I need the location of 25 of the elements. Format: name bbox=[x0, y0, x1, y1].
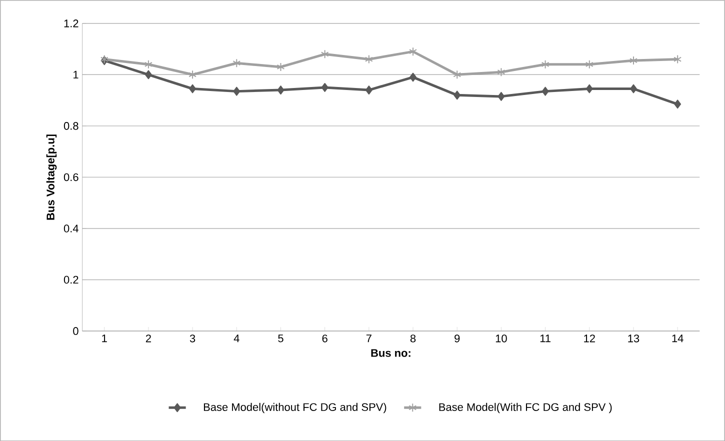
x-tick-label: 4 bbox=[234, 334, 240, 342]
x-axis-title: Bus no: bbox=[371, 349, 410, 357]
y-tick-label: 0.2 bbox=[64, 276, 78, 284]
x-tick-label: 3 bbox=[190, 334, 196, 342]
y-tick-label: 0.4 bbox=[64, 224, 78, 232]
x-tick-label: 10 bbox=[496, 334, 507, 342]
x-tick-label: 13 bbox=[628, 334, 640, 342]
legend-label: Base Model(With FC DG and SPV ) bbox=[439, 402, 612, 413]
x-tick-label: 8 bbox=[410, 334, 416, 342]
x-tick-label: 14 bbox=[672, 334, 684, 342]
y-tick-label: 1.2 bbox=[64, 19, 78, 28]
x-tick-label: 1 bbox=[102, 334, 107, 342]
x-tick-label: 11 bbox=[540, 334, 550, 342]
y-axis-title: Bus Voltage[p.u] bbox=[46, 134, 57, 220]
x-tick-label: 6 bbox=[322, 334, 328, 342]
x-tick-label: 2 bbox=[146, 334, 151, 342]
y-tick-label: 0.8 bbox=[64, 122, 78, 130]
y-tick-label: 0.6 bbox=[64, 173, 78, 181]
x-tick-label: 7 bbox=[366, 334, 372, 342]
x-tick-label: 5 bbox=[278, 334, 284, 342]
x-tick-label: 9 bbox=[454, 334, 460, 342]
legend-label: Base Model(without FC DG and SPV) bbox=[204, 402, 386, 413]
y-tick-label: 0 bbox=[73, 327, 78, 335]
x-tick-label: 12 bbox=[584, 334, 595, 342]
y-tick-label: 1 bbox=[74, 70, 78, 78]
